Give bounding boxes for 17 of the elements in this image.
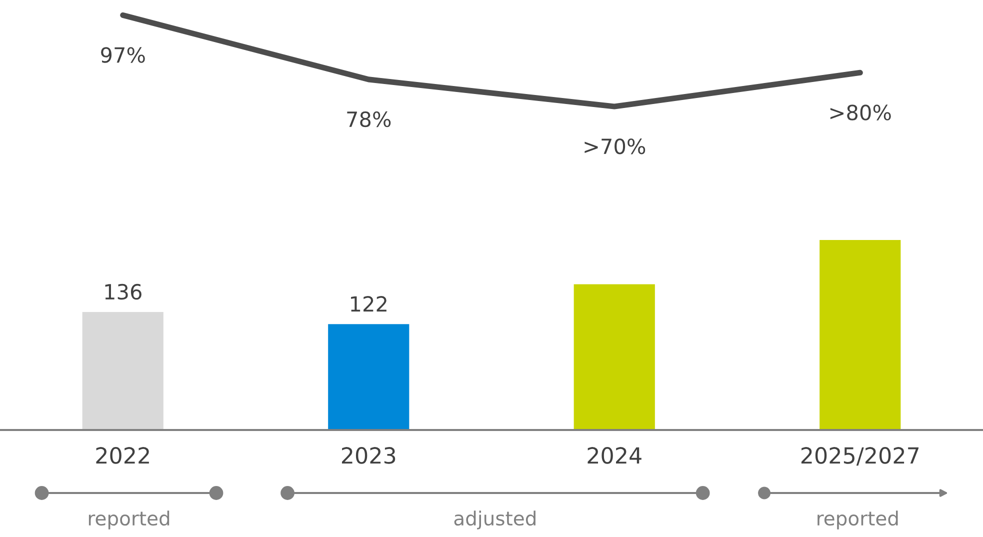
x-tick-label: 2024 bbox=[588, 447, 642, 464]
bar bbox=[820, 240, 901, 430]
text: adjusted bbox=[454, 510, 536, 530]
data-label: 122 bbox=[351, 296, 386, 312]
text: reported bbox=[818, 510, 898, 530]
bar bbox=[82, 312, 164, 430]
data-label: 136 bbox=[105, 284, 142, 300]
data-label: >70% bbox=[584, 138, 646, 154]
bar bbox=[328, 324, 410, 430]
data-label: 97% bbox=[101, 47, 145, 63]
x-tick-label: 2023 bbox=[342, 447, 396, 464]
x-tick-label: 2025/2027 bbox=[801, 447, 919, 466]
bar bbox=[574, 284, 655, 430]
data-label: >80% bbox=[830, 104, 891, 120]
text: reported bbox=[88, 510, 170, 530]
data-label: 78% bbox=[347, 111, 391, 128]
x-tick-label: 2022 bbox=[96, 447, 149, 464]
